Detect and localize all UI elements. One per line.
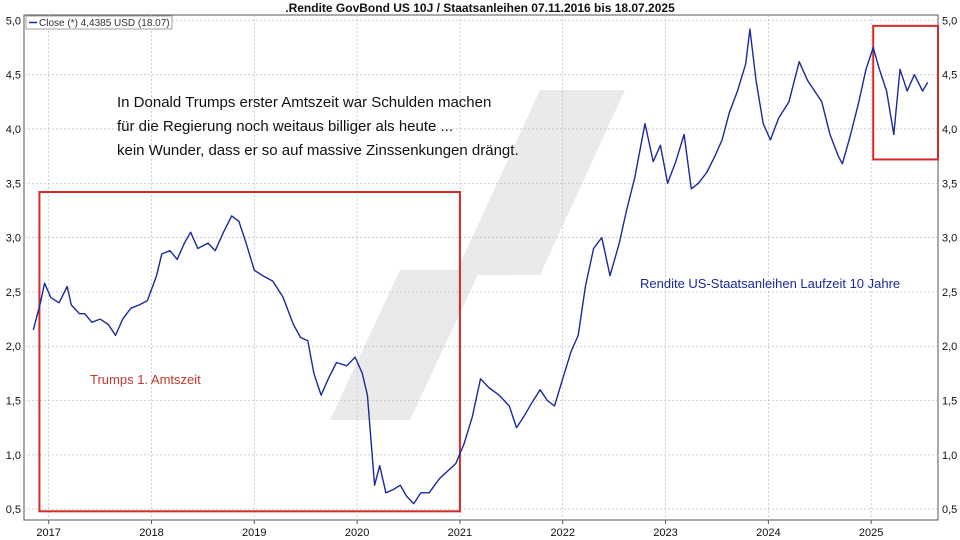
y-tick-label-right: 5,0 — [942, 15, 957, 27]
y-tick-label-right: 2,0 — [942, 341, 957, 353]
y-tick-label-right: 2,5 — [942, 287, 957, 299]
legend: Close (*) 4,4385 USD (18.07) — [25, 15, 173, 30]
axis-ticks: 0,5 0,5 1,0 1,0 1,5 1,5 2,0 2,0 2,5 2,5 3,0 3,0 3,5 3… — [6, 15, 958, 539]
x-tick-label: 2019 — [242, 527, 266, 539]
x-tick-label: 2018 — [139, 527, 163, 539]
grid-lines — [24, 15, 938, 520]
y-tick-label-right: 0,5 — [942, 504, 957, 516]
y-tick-label-left: 2,0 — [6, 341, 21, 353]
x-tick-label: 2020 — [345, 527, 369, 539]
x-tick-label: 2024 — [756, 527, 780, 539]
x-tick-label: 2025 — [859, 527, 883, 539]
y-tick-label-left: 1,0 — [6, 450, 21, 462]
note-line-2: für die Regierung noch weitaus billiger … — [117, 118, 453, 135]
y-tick-label-left: 3,5 — [6, 178, 21, 190]
chart-title: .Rendite GovBond US 10J / Staatsanleihen… — [285, 1, 675, 15]
y-tick-label-left: 2,5 — [6, 287, 21, 299]
x-tick-label: 2022 — [550, 527, 574, 539]
x-tick-label: 2023 — [653, 527, 677, 539]
y-tick-label-right: 3,5 — [942, 178, 957, 190]
y-tick-label-right: 4,0 — [942, 124, 957, 136]
series-layer — [32, 28, 929, 505]
y-tick-label-right: 1,5 — [942, 396, 957, 408]
y-tick-label-left: 5,0 — [6, 15, 21, 27]
y-tick-label-left: 4,5 — [6, 70, 21, 82]
y-tick-label-right: 4,5 — [942, 70, 957, 82]
y-tick-label-left: 4,0 — [6, 124, 21, 136]
annotation-box — [872, 24, 939, 161]
plot-area — [23, 14, 939, 521]
y-tick-label-right: 1,0 — [942, 450, 957, 462]
x-tick-label: 2021 — [448, 527, 472, 539]
y-tick-label-left: 0,5 — [6, 504, 21, 516]
annotation-box — [38, 191, 461, 513]
annotation-boxes — [38, 24, 939, 513]
series-label: Rendite US-Staatsanleihen Laufzeit 10 Ja… — [640, 276, 900, 291]
box-label-first-term: Trumps 1. Amtszeit — [90, 372, 201, 387]
y-tick-label-left: 1,5 — [6, 396, 21, 408]
note-line-1: In Donald Trumps erster Amtszeit war Sch… — [117, 94, 491, 111]
note-line-3: kein Wunder, dass er so auf massive Zins… — [117, 142, 519, 159]
legend-entry: Close (*) 4,4385 USD (18.07) — [39, 18, 170, 29]
watermark-logo — [330, 90, 625, 420]
y-tick-label-left: 3,0 — [6, 233, 21, 245]
y-tick-label-right: 3,0 — [942, 233, 957, 245]
series-line — [32, 28, 929, 505]
x-tick-label: 2017 — [36, 527, 60, 539]
